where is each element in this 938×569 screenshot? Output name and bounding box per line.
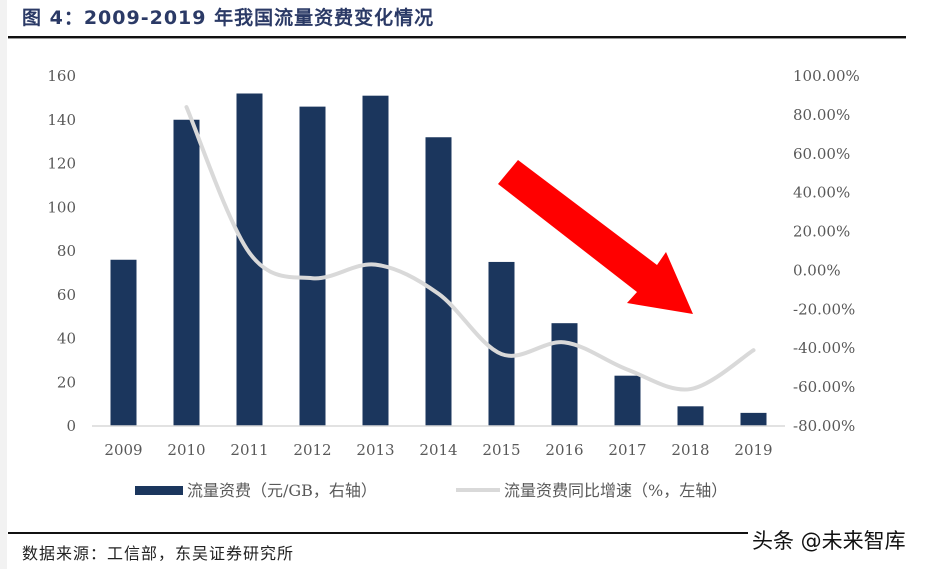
right-axis-tick-label: -40.00% — [793, 339, 855, 357]
x-axis-labels: 2009 2010 2011 2012 2013 2014 2015 2016 2017 2018… — [104, 441, 772, 459]
right-axis-tick-label: -80.00% — [793, 417, 855, 435]
right-axis-tick-label: -20.00% — [793, 300, 855, 318]
right-axis-tick-label: 20.00% — [793, 223, 850, 241]
right-axis-tick-label: 60.00% — [793, 145, 850, 163]
bar-2011 — [236, 93, 263, 426]
bar-2018 — [677, 406, 704, 426]
right-axis-tick-label: 40.00% — [793, 184, 850, 202]
bar-2019 — [740, 412, 767, 426]
bar-series — [110, 93, 767, 426]
x-axis-tick-label: 2012 — [293, 441, 331, 459]
right-axis-tick-label: -60.00% — [793, 378, 855, 396]
x-axis-tick-label: 2010 — [167, 441, 205, 459]
left-axis-tick-label: 100 — [47, 198, 76, 216]
bar-2016 — [551, 323, 578, 426]
legend-line-label: 流量资费同比增速（%，左轴） — [504, 481, 727, 500]
right-axis-tick-label: 100.00% — [793, 67, 860, 85]
left-axis-tick-label: 0 — [66, 417, 76, 435]
x-axis-tick-label: 2019 — [734, 441, 772, 459]
right-axis-ticks: -80.00% -60.00% -40.00% -20.00% 0.00% 20.00% 4… — [793, 67, 860, 435]
page-margin-strip — [0, 0, 7, 569]
figure-title: 图 4：2009-2019 年我国流量资费变化情况 — [22, 7, 435, 29]
bar-2017 — [614, 375, 641, 426]
watermark: 头条 @未来智库 — [748, 525, 910, 555]
bar-2012 — [299, 106, 326, 426]
red-down-arrow-icon — [498, 160, 693, 314]
x-axis-tick-label: 2018 — [671, 441, 709, 459]
yoy-growth-line — [184, 105, 756, 392]
left-axis-tick-label: 140 — [47, 111, 76, 129]
x-axis-tick-label: 2016 — [545, 441, 583, 459]
left-axis-tick-label: 40 — [57, 330, 76, 348]
legend-bar-label: 流量资费（元/GB，右轴） — [187, 481, 377, 500]
data-source-note: 数据来源：工信部，东吴证券研究所 — [22, 544, 295, 563]
x-axis-tick-label: 2013 — [356, 441, 394, 459]
left-axis-tick-label: 80 — [57, 242, 76, 260]
top-divider-shadow — [8, 38, 906, 39]
bar-2015 — [488, 261, 515, 426]
bar-2010 — [173, 119, 200, 426]
x-axis-tick-label: 2009 — [104, 441, 142, 459]
top-divider — [8, 36, 906, 38]
left-axis-tick-label: 120 — [47, 155, 76, 173]
bar-2013 — [362, 95, 389, 426]
bottom-divider — [8, 532, 906, 534]
right-axis-tick-label: 0.00% — [793, 261, 841, 279]
left-axis-tick-label: 20 — [57, 373, 76, 391]
chart-legend: 流量资费（元/GB，右轴） 流量资费同比增速（%，左轴） — [135, 481, 727, 500]
x-axis-tick-label: 2014 — [419, 441, 457, 459]
bar-2009 — [110, 259, 137, 426]
left-axis-tick-label: 60 — [57, 286, 76, 304]
x-axis-tick-label: 2017 — [608, 441, 646, 459]
right-axis-tick-label: 80.00% — [793, 106, 850, 124]
left-axis-tick-label: 160 — [47, 67, 76, 85]
x-axis-tick-label: 2011 — [230, 441, 268, 459]
x-axis-tick-label: 2015 — [482, 441, 520, 459]
legend-bar-swatch — [135, 486, 183, 495]
left-axis-ticks: 0 20 40 60 80 100 120 140 160 — [47, 67, 76, 435]
bar-2014 — [425, 137, 452, 426]
